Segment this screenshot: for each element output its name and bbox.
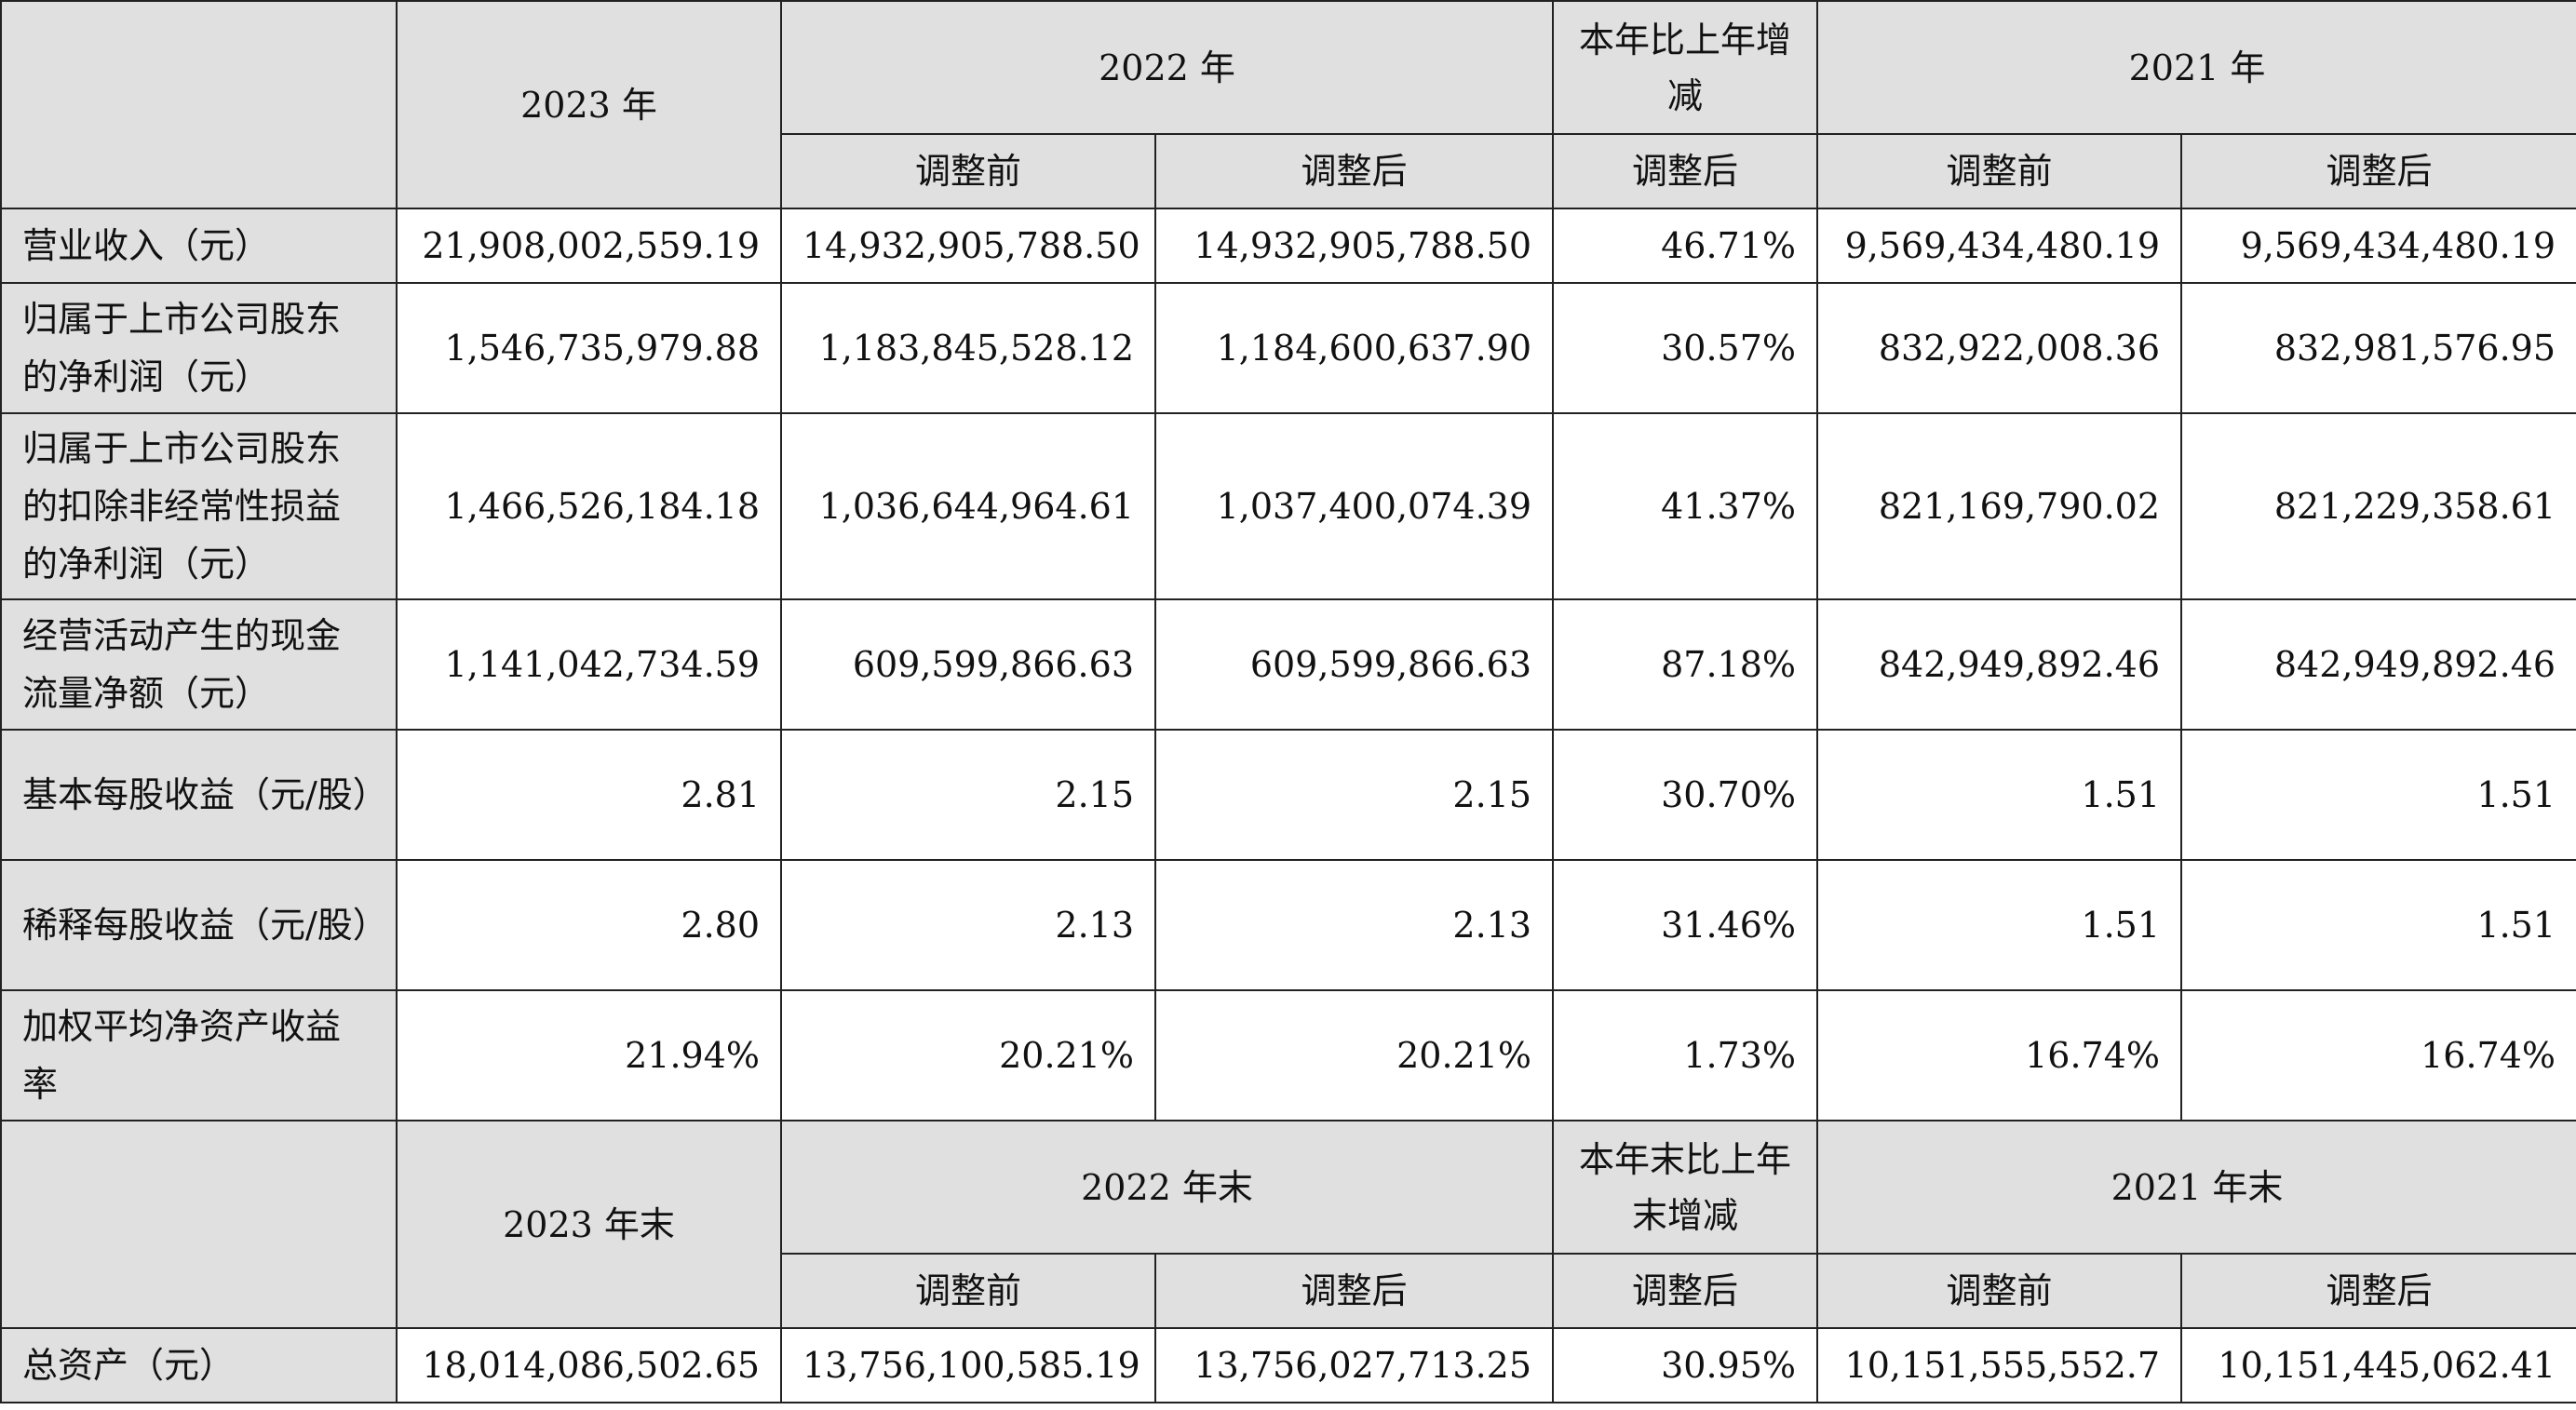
cell-change: 46.71% (1552, 208, 1819, 284)
cell-2021-before: 842,949,892.46 (1816, 598, 2183, 731)
cell-change: 30.70% (1552, 729, 1819, 861)
table-row: 归属于上市公司股东的扣除非经常性损益的净利润（元） 1,466,526,184.… (0, 412, 2576, 600)
header-2022-end-after: 调整后 (1153, 1253, 1555, 1329)
cell-2021-before: 9,569,434,480.19 (1816, 208, 2183, 284)
cell-2023: 2.81 (396, 729, 782, 861)
cell-2021-after: 842,949,892.46 (2180, 598, 2576, 731)
cell-2021-before: 1.51 (1816, 729, 2183, 861)
cell-2022-before: 609,599,866.63 (780, 598, 1156, 731)
header-2021-end-after: 调整后 (2180, 1253, 2576, 1329)
header-2021-end: 2021 年末 (1816, 1120, 2576, 1255)
cell-2023: 1,466,526,184.18 (396, 412, 782, 600)
header-2021-after: 调整后 (2180, 133, 2576, 209)
row-label: 稀释每股收益（元/股） (0, 859, 398, 991)
cell-2021-before: 832,922,008.36 (1816, 282, 2183, 414)
table-row: 营业收入（元） 21,908,002,559.19 14,932,905,788… (0, 208, 2576, 284)
cell-2022-after: 20.21% (1153, 989, 1555, 1121)
header-2022-before: 调整前 (780, 133, 1156, 209)
row-label: 基本每股收益（元/股） (0, 729, 398, 861)
row-label: 营业收入（元） (0, 208, 398, 284)
header-2022-end-before: 调整前 (780, 1253, 1156, 1329)
header-2021-end-before: 调整前 (1816, 1253, 2183, 1329)
table-row: 加权平均净资产收益率 21.94% 20.21% 20.21% 1.73% 16… (0, 989, 2576, 1121)
cell-2022-after: 14,932,905,788.50 (1153, 208, 1555, 284)
cell-2021-after: 1.51 (2180, 729, 2576, 861)
header-change: 本年比上年增减 (1552, 0, 1819, 135)
header-row-year-end: 2023 年末 2022 年末 本年末比上年末增减 2021 年末 (0, 1120, 2576, 1329)
cell-2021-before: 10,151,555,552.7 (1816, 1327, 2183, 1403)
cell-2022-after: 13,756,027,713.25 (1153, 1327, 1555, 1403)
cell-2022-before: 1,036,644,964.61 (780, 412, 1156, 600)
header-2021: 2021 年 (1816, 0, 2576, 135)
header-change-after: 调整后 (1552, 133, 1819, 209)
cell-2021-after: 9,569,434,480.19 (2180, 208, 2576, 284)
row-label: 经营活动产生的现金流量净额（元） (0, 598, 398, 731)
header-2021-before: 调整前 (1816, 133, 2183, 209)
header-row-adjust: 调整前 调整后 调整后 调整前 调整后 (1, 133, 2576, 209)
table-row: 总资产（元） 18,014,086,502.65 13,756,100,585.… (0, 1327, 2576, 1403)
cell-2021-after: 821,229,358.61 (2180, 412, 2576, 600)
table-row: 基本每股收益（元/股） 2.81 2.15 2.15 30.70% 1.51 1… (0, 729, 2576, 861)
header-2022-after: 调整后 (1153, 133, 1555, 209)
header-2022-end: 2022 年末 (779, 1120, 1555, 1255)
cell-2023: 1,546,735,979.88 (396, 282, 782, 414)
header-blank-cell (0, 0, 398, 209)
cell-2021-after: 1.51 (2180, 859, 2576, 991)
cell-2021-after: 10,151,445,062.41 (2180, 1327, 2576, 1403)
cell-change: 30.57% (1552, 282, 1819, 414)
header-change-end: 本年末比上年末增减 (1552, 1120, 1819, 1255)
cell-2023: 18,014,086,502.65 (396, 1327, 782, 1403)
cell-2022-before: 1,183,845,528.12 (780, 282, 1156, 414)
header-blank-cell (0, 1120, 398, 1329)
cell-2021-before: 16.74% (1816, 989, 2183, 1121)
header-row-years: 2023 年 2022 年 本年比上年增减 2021 年 (0, 0, 2576, 209)
header-row-adjust-end: 调整前 调整后 调整后 调整前 调整后 (1, 1253, 2576, 1329)
cell-2022-before: 13,756,100,585.19 (780, 1327, 1156, 1403)
cell-2022-before: 2.13 (780, 859, 1156, 991)
cell-change: 31.46% (1552, 859, 1819, 991)
cell-2022-after: 2.13 (1153, 859, 1555, 991)
cell-2022-before: 14,932,905,788.50 (780, 208, 1156, 284)
row-label: 加权平均净资产收益率 (0, 989, 398, 1121)
header-2023: 2023 年 (396, 0, 782, 209)
row-label: 总资产（元） (0, 1327, 398, 1403)
cell-2021-after: 832,981,576.95 (2180, 282, 2576, 414)
cell-change: 87.18% (1552, 598, 1819, 731)
cell-2023: 1,141,042,734.59 (396, 598, 782, 731)
cell-2023: 21,908,002,559.19 (396, 208, 782, 284)
cell-2021-after: 16.74% (2180, 989, 2576, 1121)
cell-2021-before: 1.51 (1816, 859, 2183, 991)
cell-2022-before: 2.15 (780, 729, 1156, 861)
cell-2021-before: 821,169,790.02 (1816, 412, 2183, 600)
row-label: 归属于上市公司股东的扣除非经常性损益的净利润（元） (0, 412, 398, 600)
header-2022: 2022 年 (779, 0, 1555, 135)
table-row: 归属于上市公司股东的净利润（元） 1,546,735,979.88 1,183,… (0, 282, 2576, 414)
table-row: 稀释每股收益（元/股） 2.80 2.13 2.13 31.46% 1.51 1… (0, 859, 2576, 991)
table-row: 经营活动产生的现金流量净额（元） 1,141,042,734.59 609,59… (0, 598, 2576, 731)
row-label: 归属于上市公司股东的净利润（元） (0, 282, 398, 414)
cell-2022-after: 1,037,400,074.39 (1153, 412, 1555, 600)
cell-2022-after: 2.15 (1153, 729, 1555, 861)
cell-2022-after: 1,184,600,637.90 (1153, 282, 1555, 414)
cell-2023: 21.94% (396, 989, 782, 1121)
cell-change: 41.37% (1552, 412, 1819, 600)
cell-2022-before: 20.21% (780, 989, 1156, 1121)
cell-change: 30.95% (1552, 1327, 1819, 1403)
cell-2022-after: 609,599,866.63 (1153, 598, 1555, 731)
header-change-end-after: 调整后 (1552, 1253, 1819, 1329)
cell-change: 1.73% (1552, 989, 1819, 1121)
cell-2023: 2.80 (396, 859, 782, 991)
header-2023-end: 2023 年末 (396, 1120, 782, 1329)
